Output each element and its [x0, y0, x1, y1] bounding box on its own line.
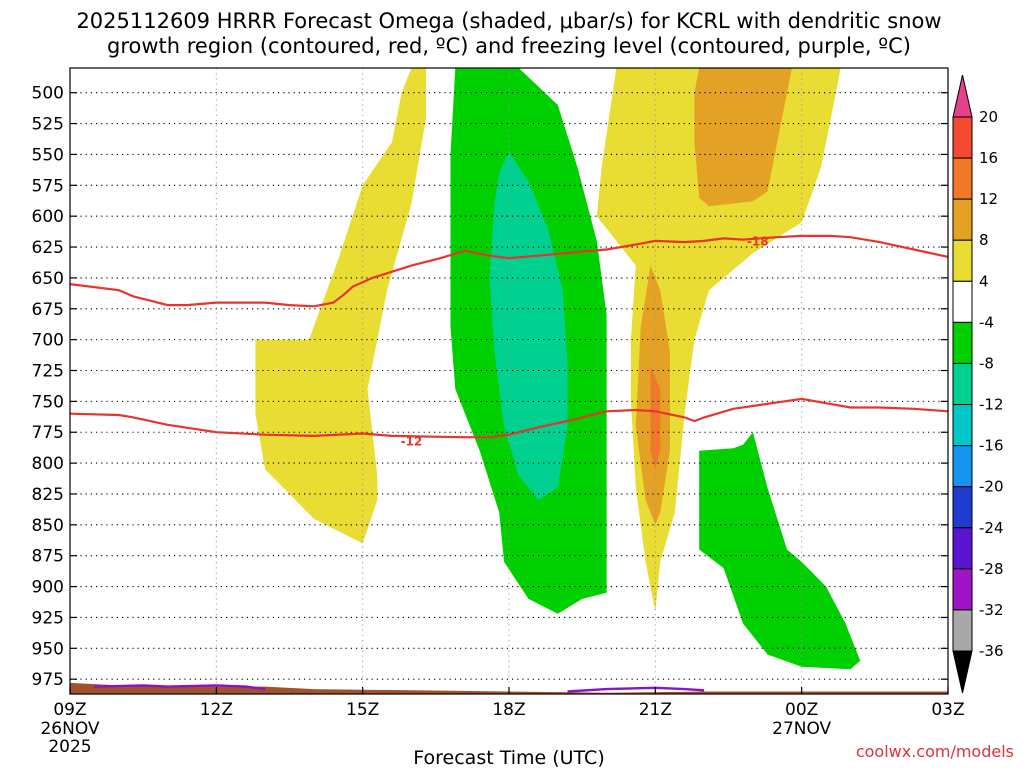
y-tick-label-850: 850	[32, 516, 64, 536]
colorbar: 20 16 12 8 4 -4 -8 -12 -16 -20 -24 -28 -32 -36	[952, 74, 1004, 694]
contour-layer: -18 -12	[70, 234, 948, 693]
y-tick-label-775: 775	[32, 423, 64, 443]
y-tick-label-525: 525	[32, 115, 64, 135]
y-tick-label-825: 825	[32, 485, 64, 505]
x-tick-label-4: 21Z	[639, 700, 672, 720]
colorbar-level-label-5: -4	[979, 313, 994, 331]
colorbar-level-label-10: -24	[979, 519, 1004, 537]
colorbar-level-label-3: 8	[979, 231, 989, 249]
chart-title-line-2: growth region (contoured, red, ºC) and f…	[107, 34, 911, 58]
chart-title-line-1: 2025112609 HRRR Forecast Omega (shaded, …	[76, 9, 941, 33]
colorbar-box-5	[952, 321, 973, 364]
y-tick-label-900: 900	[32, 578, 64, 598]
y-tick-label-650: 650	[32, 269, 64, 289]
y-tick-label-575: 575	[32, 176, 64, 196]
colorbar-box-12	[952, 609, 973, 652]
x-date-year-label-0: 2025	[48, 737, 91, 757]
colorbar-box-6	[952, 362, 973, 406]
colorbar-level-label-4: 4	[979, 272, 989, 290]
y-tick-label-500: 500	[32, 84, 64, 104]
colorbar-box-2	[952, 198, 973, 241]
y-tick-label-925: 925	[32, 608, 64, 628]
colorbar-level-label-7: -12	[979, 396, 1004, 414]
colorbar-level-label-0: 20	[979, 108, 998, 126]
y-tick-label-975: 975	[32, 670, 64, 690]
x-tick-label-3: 18Z	[492, 700, 525, 720]
colorbar-box-3	[952, 239, 973, 282]
colorbar-level-label-13: -36	[979, 642, 1004, 660]
y-tick-label-625: 625	[32, 238, 64, 258]
dgz-contour-line-1	[70, 397, 948, 439]
omega-region-2	[694, 68, 792, 207]
omega-region-7	[699, 432, 861, 670]
y-axis: 500 525 550 575 600 625 650 675 700 725 750 775 800 8…	[32, 84, 948, 690]
colorbar-box-8	[952, 445, 973, 488]
terrain-fill	[70, 682, 948, 694]
y-tick-label-700: 700	[32, 331, 64, 351]
y-tick-label-875: 875	[32, 547, 64, 567]
x-tick-label-0: 09Z	[53, 700, 86, 720]
x-tick-label-2: 15Z	[346, 700, 379, 720]
colorbar-level-label-12: -32	[979, 601, 1004, 619]
x-tick-label-6: 03Z	[931, 700, 964, 720]
colorbar-level-label-1: 16	[979, 149, 998, 167]
omega-region-4	[650, 366, 661, 470]
colorbar-box-0	[952, 116, 973, 159]
grid-layer	[70, 68, 948, 694]
freezing-level-contour-0	[94, 684, 266, 691]
colorbar-box-4	[952, 280, 973, 323]
y-tick-label-725: 725	[32, 362, 64, 382]
colorbar-level-label-2: 12	[979, 190, 998, 208]
colorbar-box-10	[952, 527, 973, 570]
credit-text[interactable]: coolwx.com/models	[856, 742, 1014, 761]
omega-region-0	[255, 68, 427, 544]
omega-fill-layer	[70, 68, 948, 694]
omega-region-6	[489, 152, 568, 501]
x-tick-label-5: 00Z	[785, 700, 818, 720]
y-tick-label-550: 550	[32, 145, 64, 165]
x-date-label-0: 26NOV	[40, 719, 99, 739]
dgz-contour-line-0	[70, 234, 948, 308]
colorbar-box-7	[952, 404, 973, 447]
plot-area: -18 -12	[69, 67, 949, 695]
colorbar-level-label-8: -16	[979, 437, 1004, 455]
x-axis-label: Forecast Time (UTC)	[413, 747, 604, 768]
y-tick-label-800: 800	[32, 454, 64, 474]
x-date-label-1: 27NOV	[772, 719, 831, 739]
colorbar-box-11	[952, 568, 973, 611]
colorbar-level-label-11: -28	[979, 560, 1004, 578]
y-tick-label-950: 950	[32, 639, 64, 659]
colorbar-box-1	[952, 157, 973, 200]
colorbar-box-9	[952, 486, 973, 529]
y-tick-label-750: 750	[32, 392, 64, 412]
colorbar-level-label-9: -20	[979, 478, 1004, 496]
dgz-contour-label-0: -18	[747, 234, 769, 248]
y-tick-label-600: 600	[32, 207, 64, 227]
x-tick-label-1: 12Z	[200, 700, 233, 720]
colorbar-top-triangle	[952, 74, 973, 118]
dgz-contour-label-1: -12	[401, 434, 423, 448]
y-tick-label-675: 675	[32, 300, 64, 320]
colorbar-bottom-triangle	[952, 650, 973, 694]
colorbar-level-label-6: -8	[979, 354, 994, 372]
